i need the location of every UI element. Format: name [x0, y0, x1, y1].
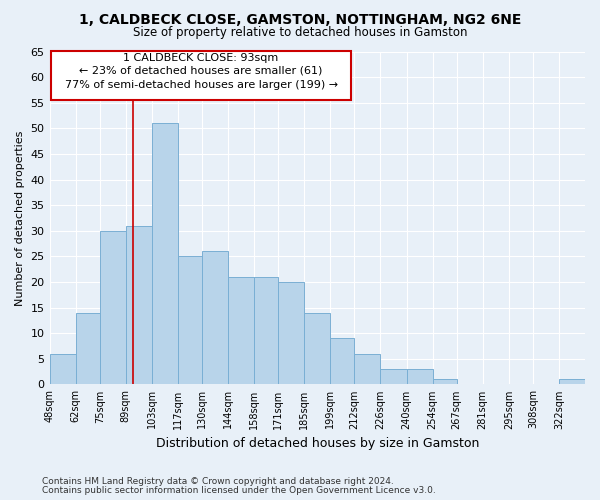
Bar	[407, 369, 433, 384]
Text: 77% of semi-detached houses are larger (199) →: 77% of semi-detached houses are larger (…	[65, 80, 338, 90]
Bar	[100, 231, 126, 384]
Bar	[178, 256, 202, 384]
Bar	[330, 338, 355, 384]
Bar	[52, 52, 351, 100]
Bar	[76, 312, 100, 384]
Bar	[50, 354, 76, 384]
Text: 1 CALDBECK CLOSE: 93sqm: 1 CALDBECK CLOSE: 93sqm	[124, 52, 278, 62]
Text: 1, CALDBECK CLOSE, GAMSTON, NOTTINGHAM, NG2 6NE: 1, CALDBECK CLOSE, GAMSTON, NOTTINGHAM, …	[79, 12, 521, 26]
Bar	[433, 380, 457, 384]
Bar	[152, 123, 178, 384]
Text: Size of property relative to detached houses in Gamston: Size of property relative to detached ho…	[133, 26, 467, 39]
X-axis label: Distribution of detached houses by size in Gamston: Distribution of detached houses by size …	[155, 437, 479, 450]
Bar	[278, 282, 304, 384]
Y-axis label: Number of detached properties: Number of detached properties	[15, 130, 25, 306]
Bar	[126, 226, 152, 384]
Text: ← 23% of detached houses are smaller (61): ← 23% of detached houses are smaller (61…	[79, 66, 323, 76]
Bar	[202, 252, 228, 384]
Bar	[254, 277, 278, 384]
Bar	[355, 354, 380, 384]
Bar	[304, 312, 330, 384]
Bar	[559, 380, 585, 384]
Text: Contains HM Land Registry data © Crown copyright and database right 2024.: Contains HM Land Registry data © Crown c…	[42, 477, 394, 486]
Bar	[380, 369, 407, 384]
Text: Contains public sector information licensed under the Open Government Licence v3: Contains public sector information licen…	[42, 486, 436, 495]
Bar	[228, 277, 254, 384]
